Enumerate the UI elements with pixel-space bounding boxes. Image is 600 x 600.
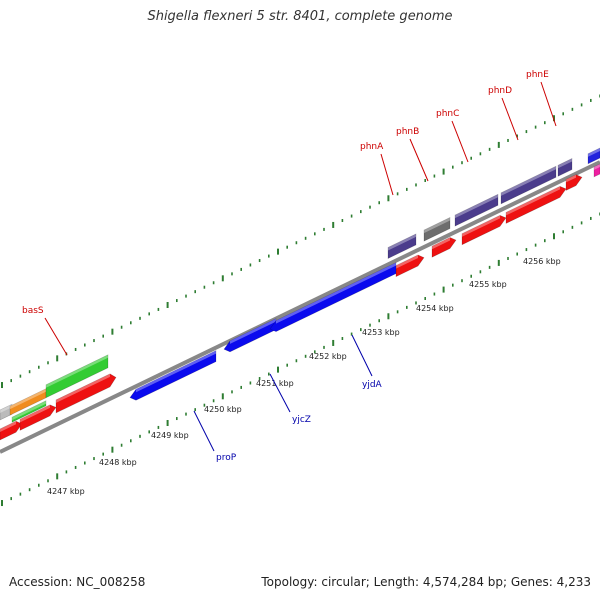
gene-phnB-upper [423,217,451,242]
gene-phnC-upper [454,193,499,227]
scale-label: 4256 kbp [523,257,561,266]
gene-proP-highlight [136,350,216,393]
label-leader-phnE [540,81,557,127]
label-leader-yjcZ [269,373,291,413]
genome-backbone [0,160,600,454]
gene-phnE-upper [557,158,573,177]
scale-label: 4250 kbp [204,405,242,414]
gene-red-5-highlight [566,174,576,183]
scale-label: 4253 kbp [362,328,400,337]
gene-edge-blue [587,147,600,165]
outer-tick-track [1,94,600,389]
gene-label-phnC[interactable]: phnC [436,109,459,119]
gene-label-phnD[interactable]: phnD [488,86,512,96]
gene-phnA-upper-highlight [388,233,416,251]
gene-red-1-highlight [396,254,418,269]
gene-red-4 [505,186,567,224]
gene-phnE-upper-highlight [558,158,572,169]
gene-red-2 [431,237,457,258]
gene-red-3 [461,215,507,246]
upper-strand-genes [0,147,600,423]
gene-red-left-2-highlight [20,404,50,423]
scale-label: 4247 kbp [47,487,85,496]
gene-basS-sub-highlight [12,400,46,421]
gene-label-yjcZ[interactable]: yjcZ [292,415,311,425]
label-leader-proP [193,410,215,452]
gene-red-2-highlight [432,237,450,250]
gene-edge-gray [0,403,13,421]
scale-label: 4252 kbp [309,352,347,361]
map-title: Shigella flexneri 5 str. 8401, complete … [147,9,453,24]
gene-red-left-2 [19,404,57,431]
gene-red-left-3 [55,373,117,414]
label-leader-phnD [501,97,519,141]
gene-edge-gray-highlight [0,404,12,413]
gene-label-basS[interactable]: basS [22,306,44,316]
scale-label: 4249 kbp [151,431,189,440]
gene-yjdA [269,262,397,332]
label-leader-basS [44,317,68,356]
gene-phnC-upper-highlight [455,194,498,219]
gene-labels: basS phnA phnB phnC phnD phnE proP yjcZ … [22,70,557,463]
gene-red-left-1 [0,420,23,441]
gene-phnB-upper-highlight [424,217,450,234]
gene-basS-highlight [46,354,108,388]
gene-red-3-highlight [462,215,500,237]
label-leader-phnB [409,138,429,182]
label-leader-phnC [451,120,469,163]
label-leader-phnA [380,153,394,196]
gene-label-yjdA[interactable]: yjdA [362,380,383,390]
scale-label: 4254 kbp [416,304,454,313]
scale-label: 4255 kbp [469,280,507,289]
gene-phnA-upper [387,233,417,259]
label-leader-yjdA [351,334,373,377]
gene-label-phnB[interactable]: phnB [396,127,419,137]
scale-label: 4248 kbp [99,458,137,467]
gene-edge-magenta-highlight [594,164,600,170]
gene-yjcZ-highlight [230,318,276,344]
gene-edge-magenta [593,163,600,178]
gene-basS [45,354,109,399]
gene-proP [129,350,217,401]
gene-red-left-3-highlight [56,373,110,403]
gene-basS-sub [11,400,47,423]
gene-red-4-highlight [506,186,560,216]
accession-text: Accession: NC_008258 [9,575,146,589]
gene-edge-blue-highlight [588,148,600,157]
gene-label-proP[interactable]: proP [216,453,237,463]
gene-label-phnA[interactable]: phnA [360,142,384,152]
genome-summary-text: Topology: circular; Length: 4,574,284 bp… [261,575,591,589]
gene-orange-highlight [10,388,46,410]
gene-label-phnE[interactable]: phnE [526,70,549,80]
lower-strand-genes [0,174,583,441]
inner-tick-track [1,212,600,507]
gene-yjcZ [223,318,277,353]
gene-red-5 [565,174,583,191]
gene-phnD-upper-highlight [501,166,556,196]
gene-yjdA-highlight [276,262,396,324]
gene-phnD-upper [500,165,557,205]
gene-red-left-1-highlight [0,421,16,432]
